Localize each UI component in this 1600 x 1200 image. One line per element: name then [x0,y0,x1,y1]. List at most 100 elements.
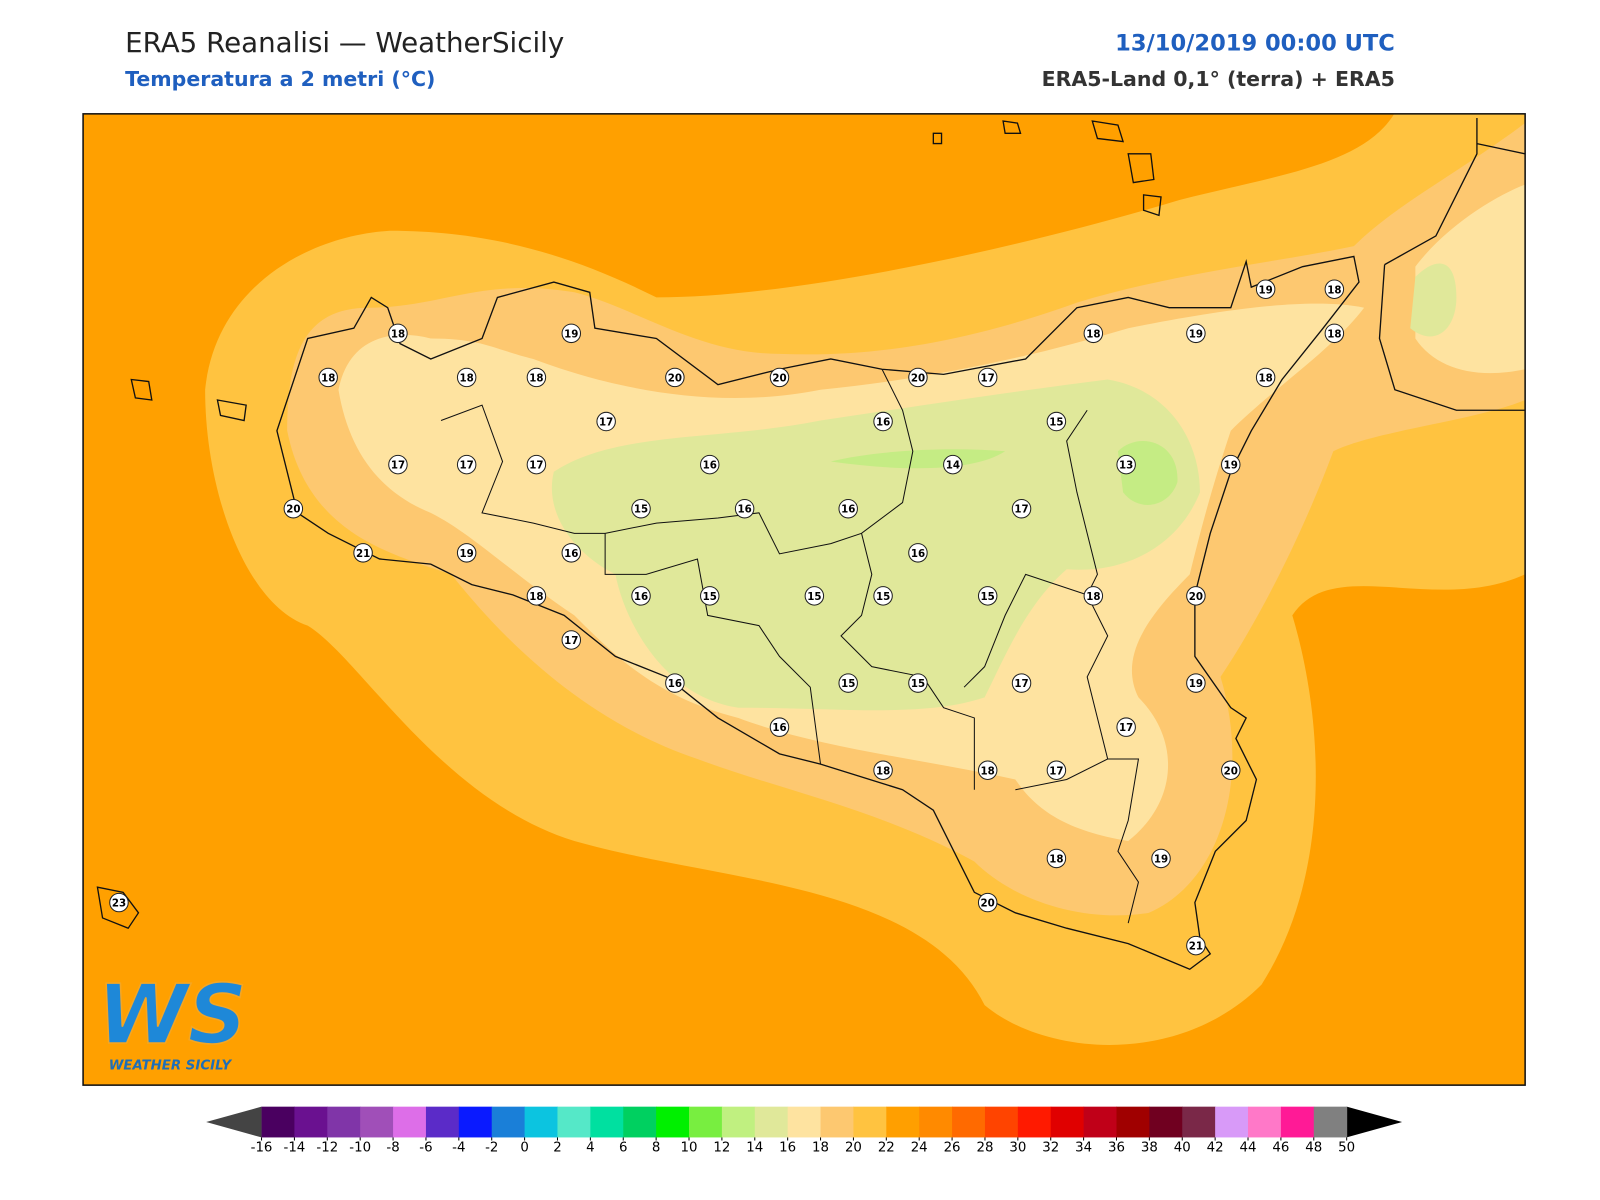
station-value: 19 [1189,328,1203,340]
station-marker [665,367,685,388]
station-marker [561,323,582,344]
station-value: 17 [1119,722,1133,734]
station-value: 16 [772,722,786,734]
station-value: 15 [911,678,925,690]
station-marker [456,454,477,475]
station-marker [838,673,858,693]
station-marker [700,586,720,606]
station-value: 17 [1014,678,1028,690]
station-value: 15 [876,591,890,603]
station-marker [908,673,928,693]
station-value: 20 [286,504,300,516]
colorbar-bin [393,1106,427,1138]
station-value: 18 [1327,284,1341,296]
colorbar-tick-label: -16 [251,1141,273,1156]
colorbar-bin [656,1106,690,1138]
colorbar-tick-label: 22 [878,1141,895,1156]
station-marker [561,630,582,650]
station-marker [1186,323,1206,344]
station-value: 17 [1014,504,1028,516]
colorbar-tick-label: 10 [681,1141,698,1156]
colorbar-bin [524,1106,558,1138]
colorbar-bin [1280,1106,1315,1138]
colorbar-tick-label: 34 [1075,1141,1092,1156]
station-marker [943,454,963,475]
colorbar-tick-label: 20 [845,1141,862,1156]
station-value: 16 [737,504,751,516]
station-marker [977,586,998,606]
colorbar-tick-label: 16 [779,1141,796,1156]
colorbar-tick-label: 50 [1338,1141,1355,1156]
colorbar-tick-label: 14 [746,1141,763,1156]
station-value: 17 [981,372,995,384]
station-marker [353,543,373,563]
colorbar-bin [261,1106,295,1138]
station-marker [1083,586,1104,606]
colorbar-tick-label: -10 [349,1141,371,1156]
station-value: 23 [112,898,126,910]
station-marker [526,586,547,606]
station-value: 16 [841,504,855,516]
colorbar-bin [886,1106,920,1138]
colorbar-bin [1149,1106,1183,1138]
colorbar-bin [1050,1106,1085,1138]
station-marker [665,673,685,693]
colorbar-bin [360,1106,394,1138]
map-area: 18 19 18 18 18 20 20 20 17 18 19 19 18 18 18 17 16 15 17 17… [83,113,1526,1086]
colorbar-low-arrow [206,1106,262,1138]
colorbar-tick-label: 2 [553,1141,561,1156]
colorbar-tick-label: 8 [652,1141,660,1156]
contour-14 [551,263,1457,711]
station-value: 15 [1049,417,1063,429]
station-marker [526,367,547,388]
station-marker [977,892,998,913]
station-marker [1186,586,1206,606]
station-marker [1221,454,1241,475]
colorbar-tick-label: 48 [1305,1141,1322,1156]
colorbar-tick-label: 36 [1108,1141,1125,1156]
station-marker [1221,760,1241,780]
colorbar-bin [623,1106,657,1138]
colorbar-bin [458,1106,493,1138]
station-marker [977,367,998,388]
colorbar-tick-label: 18 [812,1141,829,1156]
colorbar-tick-label: 4 [586,1141,594,1156]
station-marker [908,543,928,563]
map-frame [82,113,1526,1086]
station-value: 18 [529,591,543,603]
station-value: 18 [1049,853,1063,865]
station-marker [1116,454,1136,475]
station-marker [1046,760,1067,780]
station-marker [1011,498,1032,519]
station-value: 16 [564,548,578,560]
station-value: 18 [391,328,405,340]
station-value: 20 [1224,765,1238,777]
logo-letters: WS [97,968,247,1063]
contour-12 [830,441,1178,505]
colorbar-bin [1313,1106,1348,1138]
station-value: 17 [460,460,474,472]
station-value: 18 [460,372,474,384]
station-marker [1255,279,1276,299]
station-value: 15 [981,591,995,603]
colorbar-tick-label: 30 [1009,1141,1026,1156]
station-value: 21 [1189,941,1203,953]
station-marker [700,454,720,475]
station-value: 16 [668,678,682,690]
station-marker [631,498,651,519]
colorbar-tick-label: 26 [944,1141,961,1156]
station-marker [769,367,790,388]
date: 13/10/2019 00:00 UTC [1115,31,1395,57]
colorbar-bin [1215,1106,1249,1138]
station-marker [631,586,651,606]
colorbar-tick-label: 46 [1272,1141,1289,1156]
subtitle: Temperatura a 2 metri (°C) [125,67,435,91]
station-value: 20 [911,372,925,384]
colorbar-bin [721,1106,756,1138]
colorbar-bin [294,1106,328,1138]
station-value: 18 [321,372,335,384]
station-value: 20 [772,372,786,384]
station-marker [561,543,582,563]
station-value: 18 [1259,372,1273,384]
colorbar-tick-label: 12 [713,1141,730,1156]
